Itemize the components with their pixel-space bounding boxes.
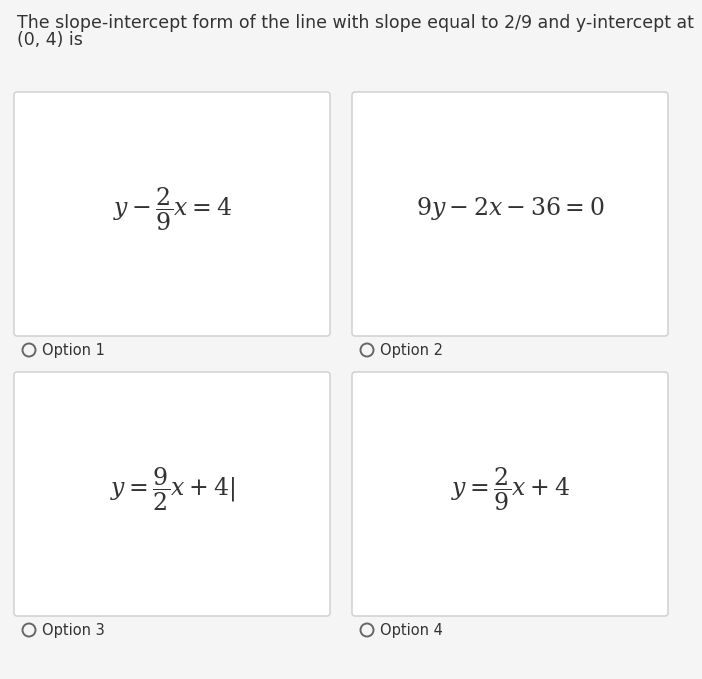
- Text: $y = \dfrac{2}{9}x + 4$: $y = \dfrac{2}{9}x + 4$: [451, 465, 569, 513]
- FancyBboxPatch shape: [352, 372, 668, 616]
- Text: $y = \dfrac{9}{2}x + 4|$: $y = \dfrac{9}{2}x + 4|$: [110, 465, 234, 513]
- FancyBboxPatch shape: [352, 92, 668, 336]
- Text: Option 1: Option 1: [42, 342, 105, 358]
- FancyBboxPatch shape: [14, 92, 330, 336]
- Text: The slope-intercept form of the line with slope equal to 2/9 and y-intercept at: The slope-intercept form of the line wit…: [17, 14, 694, 32]
- FancyBboxPatch shape: [14, 372, 330, 616]
- Text: $9y - 2x - 36 = 0$: $9y - 2x - 36 = 0$: [416, 196, 604, 223]
- Text: Option 3: Option 3: [42, 623, 105, 638]
- Text: (0, 4) is: (0, 4) is: [17, 31, 83, 49]
- Text: Option 2: Option 2: [380, 342, 443, 358]
- Text: Option 4: Option 4: [380, 623, 443, 638]
- Text: $y - \dfrac{2}{9}x = 4$: $y - \dfrac{2}{9}x = 4$: [112, 185, 232, 233]
